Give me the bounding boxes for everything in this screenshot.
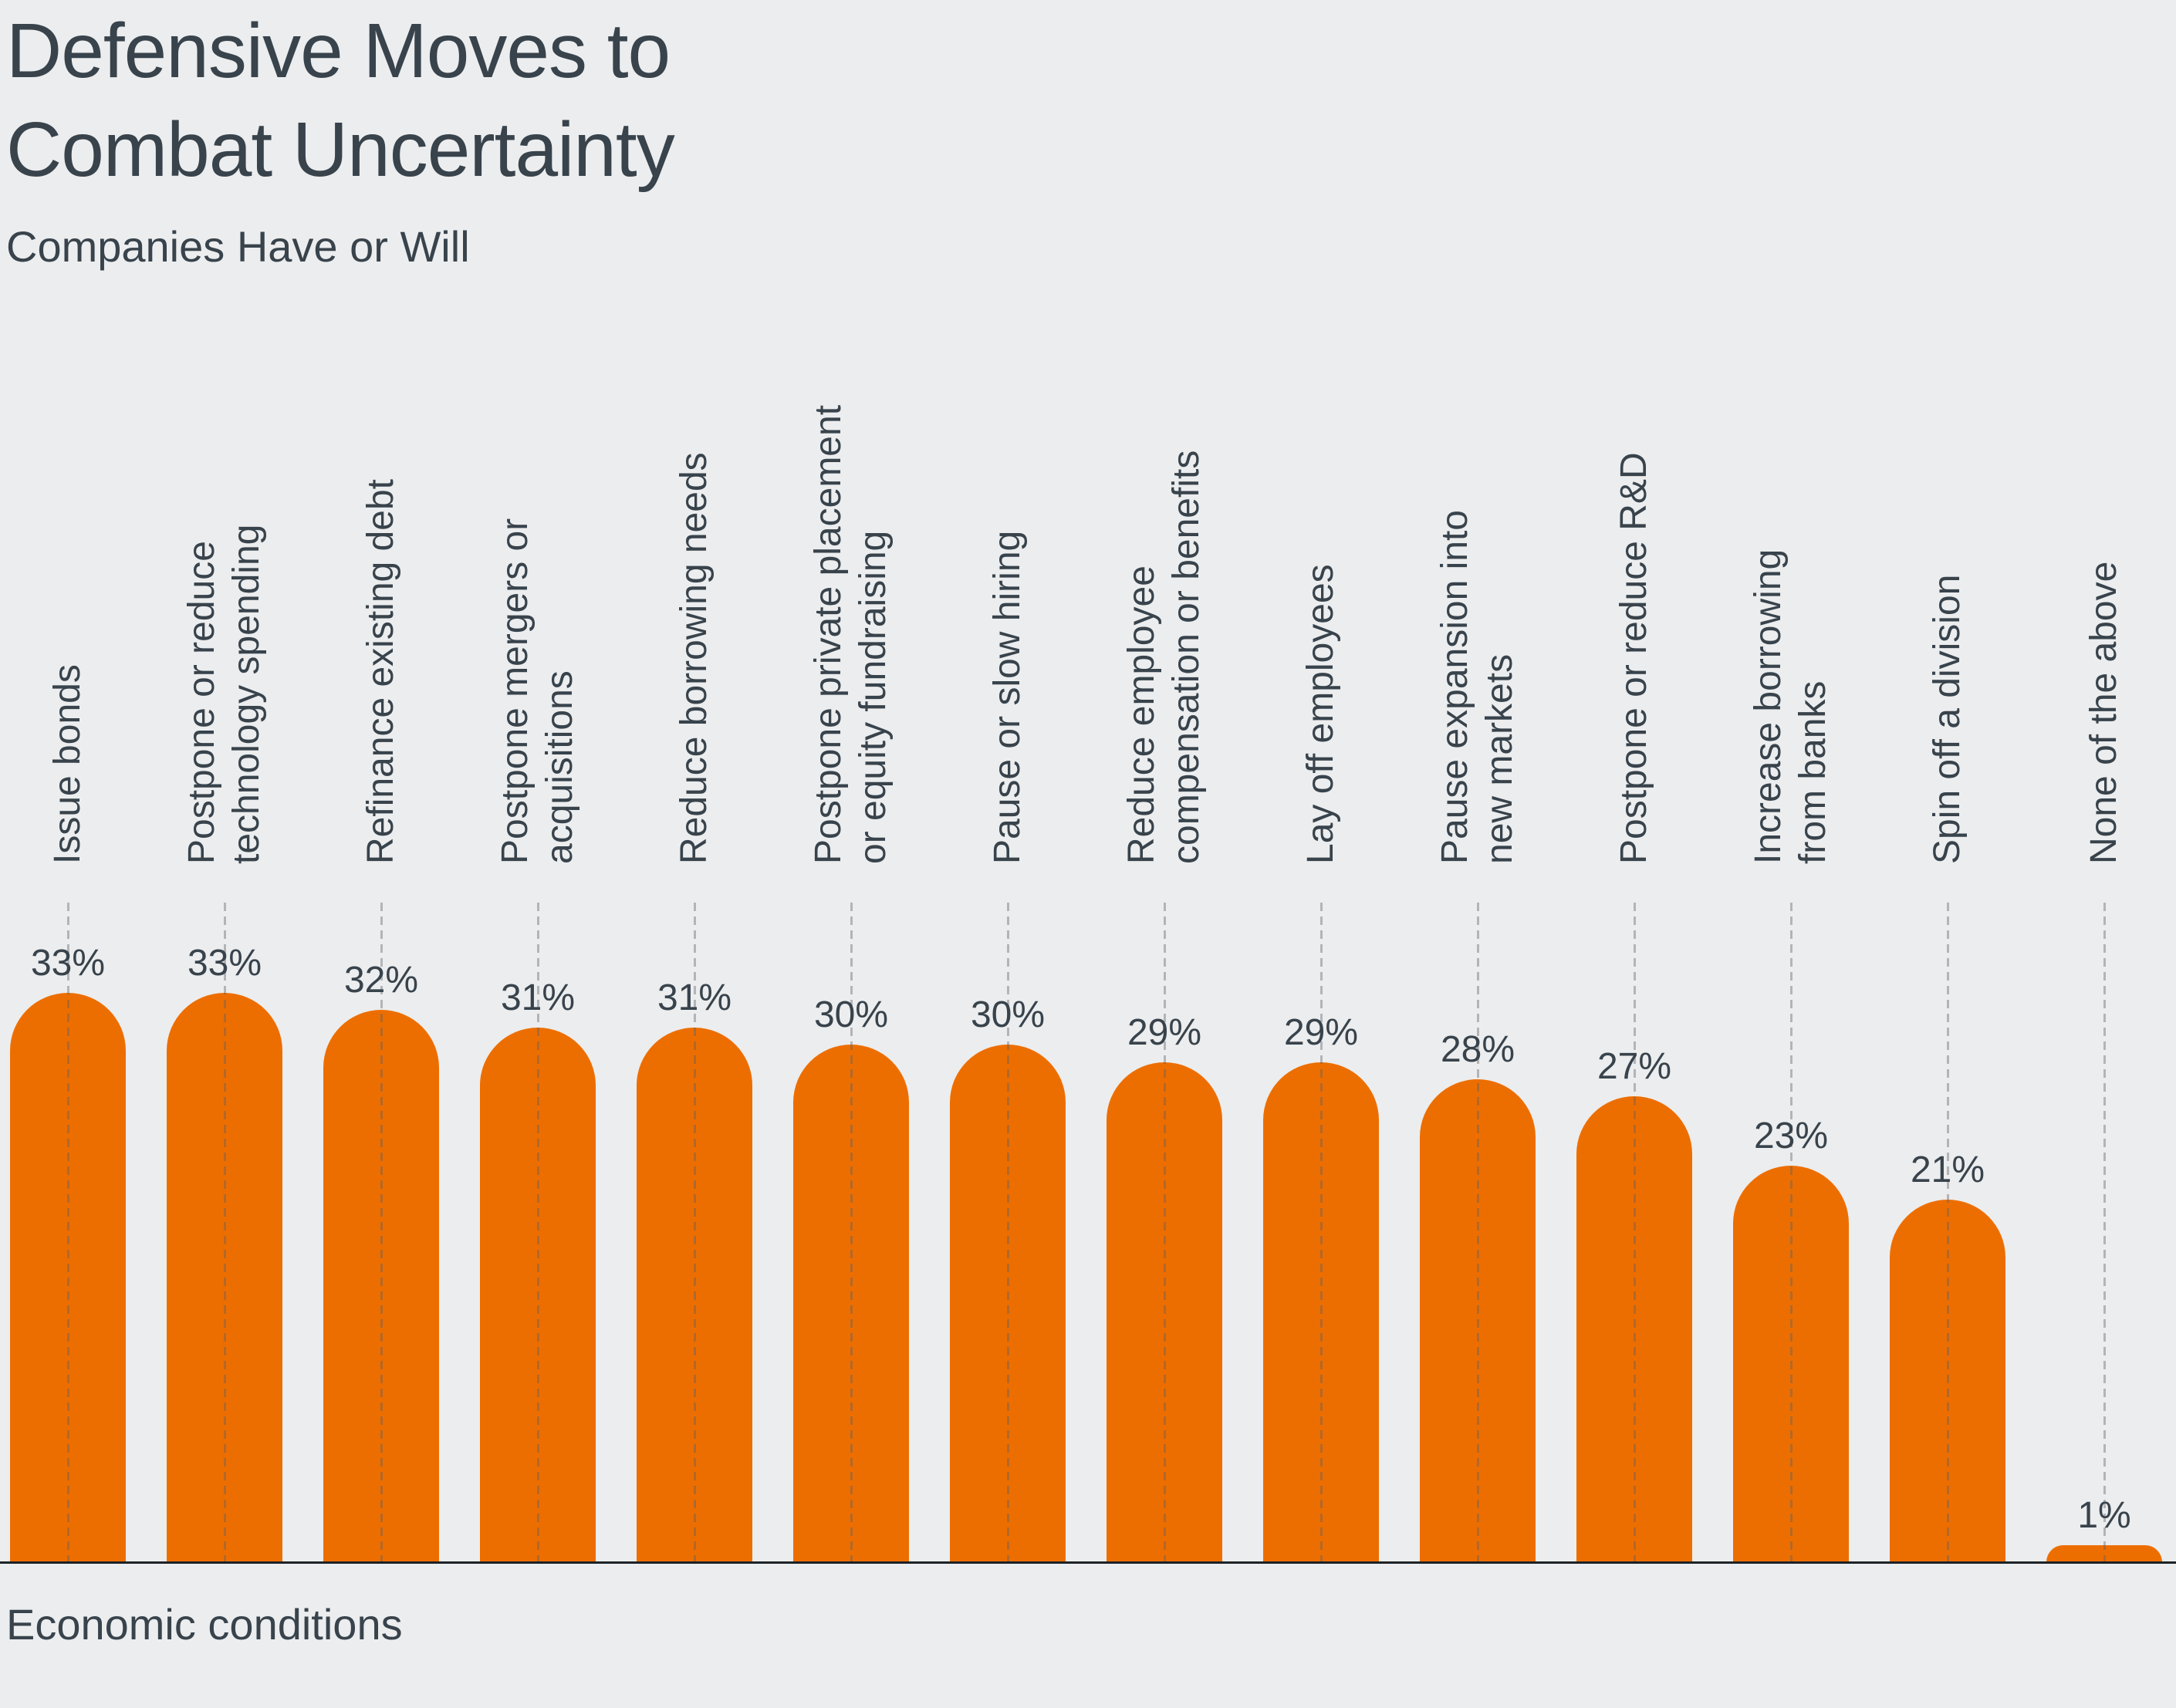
dashed-guide-line [223,903,226,1562]
bar-value-label: 28% [1440,1029,1515,1070]
bar [1890,1200,2005,1562]
category-label-line: compensation or benefits [1166,450,1207,864]
category-label-line: Postpone or reduce R&D [1613,452,1654,864]
bar-value-label: 32% [343,960,419,1001]
category-label: Reduce employee compensation or benefits [1120,451,1209,864]
category-label: Postpone mergers or acquisitions [493,518,583,864]
category-label-line: Refinance existing debt [360,479,401,864]
bar [950,1045,1066,1562]
dashed-guide-line [693,903,696,1562]
bar-value-label: 23% [1753,1116,1829,1156]
bar [1263,1062,1379,1562]
dashed-guide-line [2103,903,2106,1562]
category-label: Postpone or reduce R&D [1612,452,1657,864]
dashed-guide-line [1789,903,1792,1562]
category-label-line: Spin off a division [1927,574,1968,864]
category-label: Pause or slow hiring [985,531,1030,864]
bar-value-label: 30% [813,994,889,1035]
category-label: Postpone private placement or equity fund… [806,405,896,864]
bar [167,993,282,1562]
category-label-line: Reduce borrowing needs [674,452,715,864]
dashed-guide-line [1476,903,1479,1562]
category-label-line: or equity fundraising [853,530,894,864]
chart-title: Defensive Moves to Combat Uncertainty [6,8,675,193]
dashed-guide-line [1319,903,1323,1562]
dashed-guide-line [380,903,383,1562]
bar [1107,1062,1222,1562]
category-label: Increase borrowing from banks [1746,549,1836,864]
category-label-line: Pause or slow hiring [987,530,1028,864]
dashed-guide-line [1006,903,1009,1562]
category-label: None of the above [2082,562,2127,864]
bar [10,993,126,1562]
dashed-guide-line [1163,903,1166,1562]
category-label-line: Postpone or reduce [181,541,222,864]
bar-value-label: 31% [657,977,732,1018]
bar-value-label: 29% [1127,1012,1202,1053]
bar-value-label: 33% [187,943,262,984]
bar [637,1028,752,1562]
bar-value-label: 1% [2077,1495,2131,1536]
category-label-line: Lay off employees [1300,564,1341,864]
category-label: Lay off employees [1299,564,1343,864]
bar [480,1028,596,1562]
bar [323,1010,439,1562]
category-label-line: Postpone private placement [808,404,849,864]
bar-value-label: 21% [1910,1149,1985,1190]
bar [1733,1166,1849,1562]
category-label-line: acquisitions [539,670,580,864]
bar-value-label: 30% [970,994,1046,1035]
bar-value-label: 31% [500,977,576,1018]
category-label-line: Postpone mergers or [495,518,536,864]
dashed-guide-line [1946,903,1949,1562]
category-label-line: Issue bonds [47,664,88,864]
dashed-guide-line [66,903,69,1562]
bar [1576,1096,1692,1562]
category-label: Pause expansion into new markets [1433,510,1522,864]
category-label: Spin off a division [1925,575,1970,864]
dashed-guide-line [536,903,539,1562]
dashed-guide-line [850,903,853,1562]
bar-value-label: 27% [1597,1046,1672,1087]
category-label: Refinance existing debt [359,479,404,864]
x-axis-line [0,1561,2176,1564]
category-label: Issue bonds [46,664,90,864]
chart-subtitle: Companies Have or Will [6,222,470,271]
category-label: Reduce borrowing needs [672,452,717,864]
x-axis-label: Economic conditions [6,1600,403,1649]
category-label: Postpone or reduce technology spending [180,525,269,864]
category-label-line: Pause expansion into [1434,510,1475,864]
dashed-guide-line [1633,903,1636,1562]
category-label-line: technology spending [226,524,267,864]
bar [2046,1545,2162,1562]
category-label-line: new markets [1479,653,1520,864]
bar [793,1045,909,1562]
category-label-line: Increase borrowing [1748,549,1789,864]
bar-value-label: 29% [1283,1012,1359,1053]
category-label-line: from banks [1792,680,1833,864]
category-label-line: None of the above [2083,561,2124,864]
bar [1420,1079,1536,1562]
category-label-line: Reduce employee [1121,565,1162,864]
bar-value-label: 33% [30,943,106,984]
